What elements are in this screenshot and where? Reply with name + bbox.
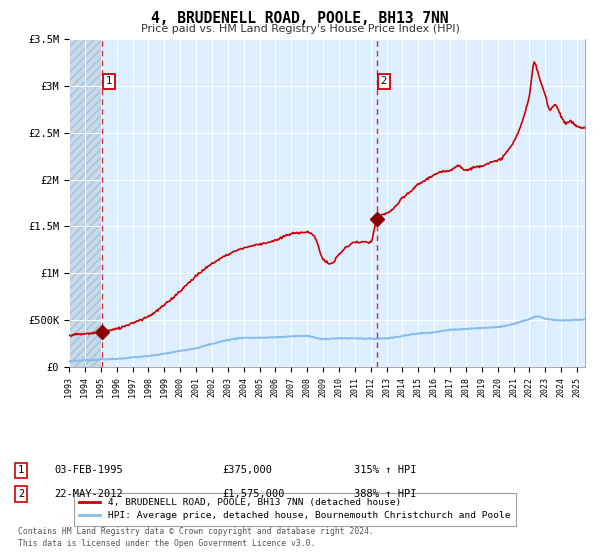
Text: 315% ↑ HPI: 315% ↑ HPI bbox=[354, 465, 416, 475]
Text: 4, BRUDENELL ROAD, POOLE, BH13 7NN: 4, BRUDENELL ROAD, POOLE, BH13 7NN bbox=[151, 11, 449, 26]
Text: 1: 1 bbox=[18, 465, 24, 475]
Text: 03-FEB-1995: 03-FEB-1995 bbox=[54, 465, 123, 475]
Legend: 4, BRUDENELL ROAD, POOLE, BH13 7NN (detached house), HPI: Average price, detache: 4, BRUDENELL ROAD, POOLE, BH13 7NN (deta… bbox=[74, 493, 516, 526]
Text: 2: 2 bbox=[381, 76, 387, 86]
Text: 1: 1 bbox=[106, 76, 112, 86]
Text: This data is licensed under the Open Government Licence v3.0.: This data is licensed under the Open Gov… bbox=[18, 539, 316, 548]
Text: £1,575,000: £1,575,000 bbox=[222, 489, 284, 499]
Bar bbox=[69, 39, 102, 367]
Text: 388% ↑ HPI: 388% ↑ HPI bbox=[354, 489, 416, 499]
Text: Contains HM Land Registry data © Crown copyright and database right 2024.: Contains HM Land Registry data © Crown c… bbox=[18, 528, 374, 536]
Text: 22-MAY-2012: 22-MAY-2012 bbox=[54, 489, 123, 499]
Text: 2: 2 bbox=[18, 489, 24, 499]
Text: £375,000: £375,000 bbox=[222, 465, 272, 475]
Text: Price paid vs. HM Land Registry's House Price Index (HPI): Price paid vs. HM Land Registry's House … bbox=[140, 24, 460, 34]
